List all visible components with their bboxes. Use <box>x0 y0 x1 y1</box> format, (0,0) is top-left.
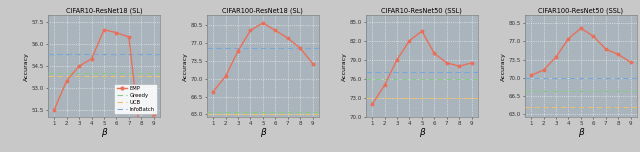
X-axis label: β: β <box>260 128 266 137</box>
Title: CIFAR100-ResNet50 (SSL): CIFAR100-ResNet50 (SSL) <box>538 7 623 14</box>
Y-axis label: Accuracy: Accuracy <box>24 52 29 81</box>
Y-axis label: Accuracy: Accuracy <box>500 52 506 81</box>
Title: CIFAR10-ResNet50 (SSL): CIFAR10-ResNet50 (SSL) <box>381 7 462 14</box>
Legend: EMP, Greedy, UCB, InfoBatch: EMP, Greedy, UCB, InfoBatch <box>114 84 157 114</box>
Y-axis label: Accuracy: Accuracy <box>183 52 188 81</box>
Title: CIFAR10-ResNet18 (SL): CIFAR10-ResNet18 (SL) <box>66 7 142 14</box>
X-axis label: β: β <box>101 128 107 137</box>
X-axis label: β: β <box>578 128 584 137</box>
X-axis label: β: β <box>419 128 425 137</box>
Title: CIFAR100-ResNet18 (SL): CIFAR100-ResNet18 (SL) <box>223 7 303 14</box>
Y-axis label: Accuracy: Accuracy <box>342 52 347 81</box>
